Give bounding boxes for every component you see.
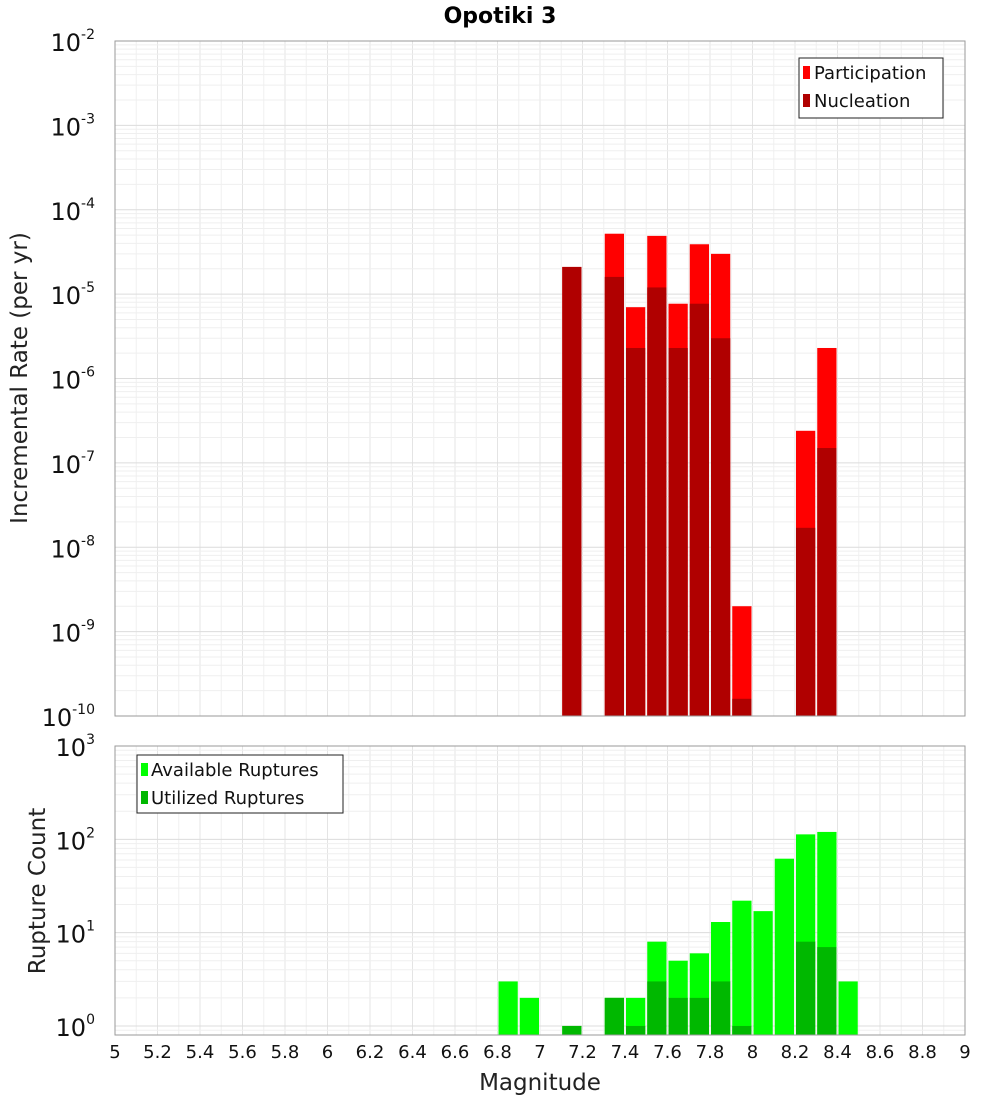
y-tick-label: 10-7 [50,449,95,479]
bar-utilized-ruptures [604,997,624,1035]
bar-utilized-ruptures [817,947,837,1035]
bar-available-ruptures [838,981,858,1035]
bar-nucleation [732,698,752,716]
legend-label-available: Available Ruptures [151,760,319,781]
x-tick-label: 5.8 [271,1042,300,1063]
bar-nucleation [604,276,624,716]
x-tick-label: 6 [322,1042,333,1063]
x-tick-label: 8.2 [781,1042,810,1063]
legend-swatch-participation [803,66,810,79]
legend-label-participation: Participation [814,63,926,84]
y-tick-label: 100 [56,1012,95,1042]
y-tick-label: 101 [56,919,95,949]
bar-utilized-ruptures [626,1025,646,1035]
bar-utilized-ruptures [711,981,731,1035]
bar-utilized-ruptures [562,1025,582,1035]
bar-nucleation [796,527,816,716]
bar-available-ruptures [774,858,794,1035]
y-tick-label: 10-5 [50,280,95,310]
top-plot-border [114,40,966,717]
y-tick-label: 10-10 [42,702,95,732]
y-tick-label: 10-9 [50,618,95,648]
bar-participation [732,606,752,716]
top-grid [114,40,966,717]
x-tick-label: 7.2 [568,1042,597,1063]
x-tick-label: 7.4 [611,1042,640,1063]
chart-title: Opotiki 3 [444,4,557,29]
y-tick-label: 10-4 [50,196,95,226]
bottom-y-ticks: 100 101 102 103 [56,732,95,1042]
bar-utilized-ruptures [732,1025,752,1035]
bar-utilized-ruptures [647,981,667,1035]
bar-nucleation [647,287,667,716]
bottom-legend: Available Ruptures Utilized Ruptures [136,754,344,814]
bottom-y-axis-label: Rupture Count [25,808,51,974]
top-bars [562,233,837,717]
bar-utilized-ruptures [668,997,688,1035]
legend-swatch-available [141,763,148,776]
x-tick-label: 5 [109,1042,120,1063]
x-tick-label: 5.6 [228,1042,257,1063]
y-tick-label: 10-6 [50,365,95,395]
x-axis-label: Magnitude [479,1070,601,1096]
bar-available-ruptures [732,900,752,1035]
legend-swatch-utilized [141,791,148,804]
x-tick-labels: 5 5.2 5.4 5.6 5.8 6 6.2 6.4 6.6 6.8 7 7.2 7.4 7.6 7.8 8… [109,1042,970,1063]
top-y-ticks: 10-10 10-9 10-8 10-7 10-6 10-5 10-4 10-3 10-2 [42,27,96,732]
bottom-plot-border [114,745,966,1036]
y-tick-label: 102 [56,825,95,855]
bar-available-ruptures [519,997,539,1035]
x-tick-label: 5.4 [186,1042,215,1063]
bar-nucleation [817,448,837,716]
x-tick-label: 8.8 [908,1042,937,1063]
x-tick-label: 5.2 [143,1042,172,1063]
x-tick-label: 6.4 [398,1042,427,1063]
x-tick-label: 9 [959,1042,970,1063]
x-tick-label: 6.8 [483,1042,512,1063]
bottom-bars [498,831,858,1035]
x-tick-label: 8.4 [823,1042,852,1063]
y-tick-label: 103 [56,732,95,762]
legend-label-utilized: Utilized Ruptures [151,788,304,809]
bar-nucleation [689,303,709,716]
bar-utilized-ruptures [796,941,816,1035]
bar-nucleation [562,266,582,716]
x-tick-label: 7.6 [653,1042,682,1063]
y-tick-label: 10-3 [50,111,95,141]
x-tick-label: 7 [534,1042,545,1063]
bar-available-ruptures [753,911,773,1035]
bar-nucleation [668,347,688,716]
x-tick-label: 8.6 [866,1042,895,1063]
legend-swatch-nucleation [803,94,810,107]
x-tick-label: 8 [747,1042,758,1063]
bar-utilized-ruptures [689,997,709,1035]
bar-available-ruptures [626,997,646,1035]
x-tick-label: 6.2 [356,1042,385,1063]
bar-nucleation [626,347,646,716]
x-tick-label: 7.8 [696,1042,725,1063]
bar-nucleation [711,338,731,716]
y-tick-label: 10-8 [50,533,95,563]
legend-label-nucleation: Nucleation [814,91,910,112]
x-tick-label: 6.6 [441,1042,470,1063]
bar-available-ruptures [498,981,518,1035]
top-y-axis-label: Incremental Rate (per yr) [7,232,33,524]
top-legend: Participation Nucleation [798,57,944,119]
y-tick-label: 10-2 [50,27,95,57]
